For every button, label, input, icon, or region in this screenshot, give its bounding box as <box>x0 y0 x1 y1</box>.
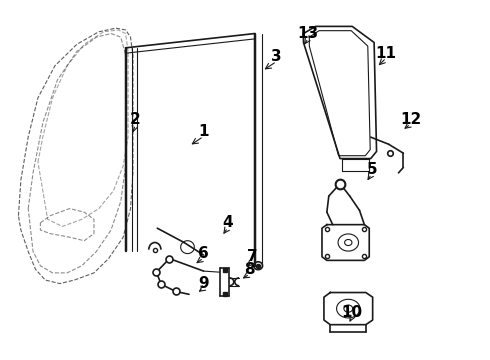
Text: 8: 8 <box>245 262 255 277</box>
Text: 3: 3 <box>271 49 282 64</box>
Text: 7: 7 <box>247 249 258 264</box>
Text: 1: 1 <box>198 124 209 139</box>
Text: 5: 5 <box>367 162 377 177</box>
Text: 12: 12 <box>400 112 421 127</box>
Text: 4: 4 <box>222 215 233 230</box>
Text: 11: 11 <box>376 46 397 61</box>
Text: 6: 6 <box>198 246 209 261</box>
Text: 10: 10 <box>342 305 363 320</box>
Text: 13: 13 <box>298 26 319 41</box>
Text: 2: 2 <box>130 112 141 127</box>
Text: 9: 9 <box>198 276 209 291</box>
